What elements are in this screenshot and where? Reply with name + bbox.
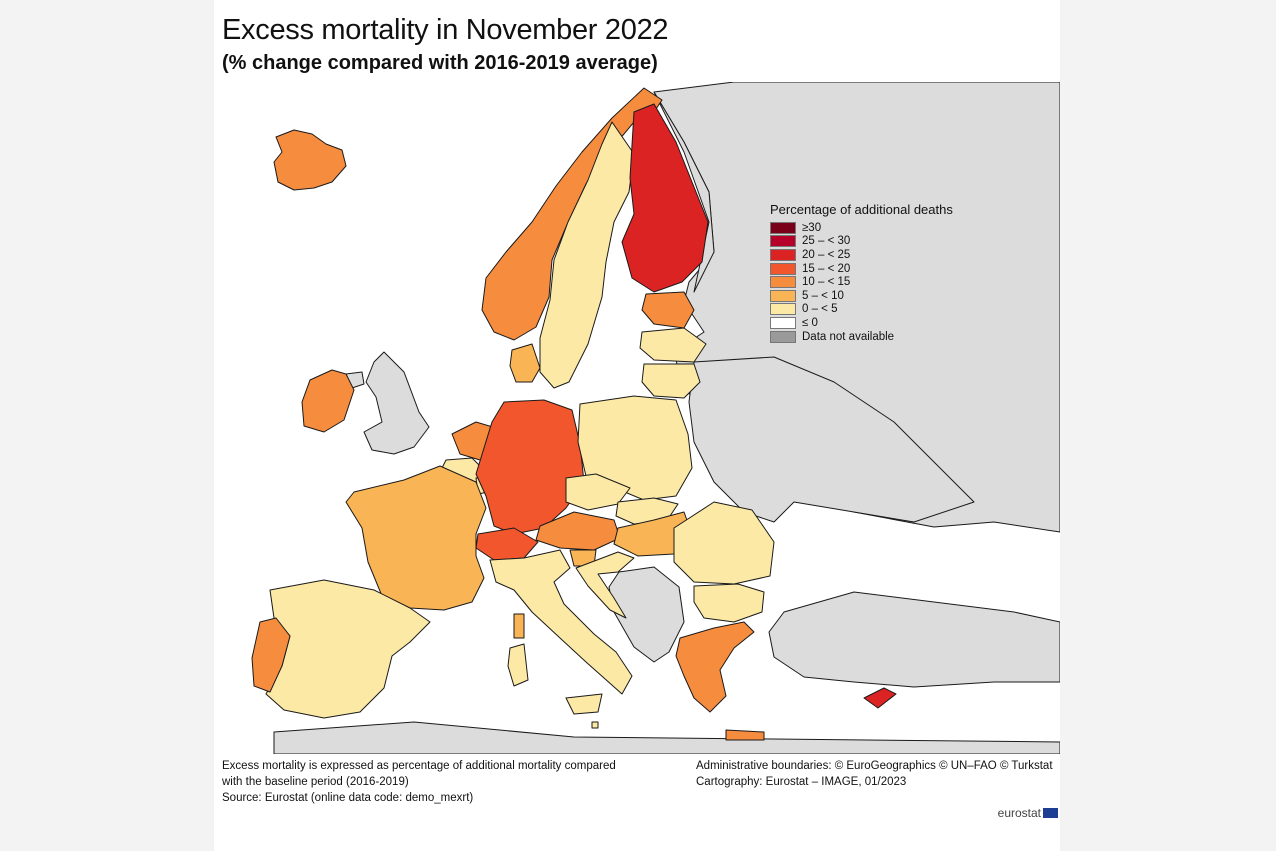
country-cyprus[interactable] (863, 687, 897, 709)
country-romania[interactable] (673, 501, 775, 585)
legend-swatch (770, 316, 796, 329)
legend-swatch (770, 262, 796, 275)
country-switzerland[interactable] (475, 527, 539, 561)
legend-label: 25 – < 30 (802, 235, 851, 248)
figure-card: Excess mortality in November 2022 (% cha… (214, 0, 1060, 851)
legend-swatch (770, 235, 796, 248)
country-ireland[interactable] (301, 369, 355, 433)
country-croatia[interactable] (575, 551, 635, 619)
country-austria[interactable] (535, 511, 621, 551)
source-note: Source: Eurostat (online data code: demo… (222, 792, 474, 804)
country-lithuania[interactable] (641, 363, 701, 399)
europe-map (251, 82, 1060, 754)
country-finland[interactable] (621, 103, 709, 293)
legend-title: Percentage of additional deaths (770, 202, 953, 217)
legend-item: 25 – < 30 (770, 235, 1010, 249)
note-line: Excess mortality is expressed as percent… (222, 760, 616, 772)
legend-swatch (770, 248, 796, 261)
legend-label: 5 – < 10 (802, 289, 844, 302)
legend-item: 10 – < 15 (770, 275, 1010, 289)
country-sweden[interactable] (539, 121, 635, 389)
legend-item: ≤ 0 (770, 316, 1010, 330)
legend-label: ≤ 0 (802, 316, 818, 329)
non-eu-land (273, 82, 1060, 754)
credits-note: Administrative boundaries: © EuroGeograp… (696, 758, 1058, 790)
legend-label: Data not available (802, 330, 895, 343)
legend-swatch (770, 221, 796, 234)
country-estonia[interactable] (641, 291, 695, 329)
legend-item: 15 – < 20 (770, 262, 1010, 276)
uk-land (363, 351, 430, 455)
legend-label: 10 – < 15 (802, 276, 851, 289)
map-subtitle: (% change compared with 2016-2019 averag… (222, 52, 658, 74)
legend-label: ≥30 (802, 221, 822, 234)
country-corsica[interactable] (513, 613, 525, 639)
eu-flag-icon (1043, 808, 1058, 818)
legend-item: 0 – < 5 (770, 303, 1010, 317)
note-line: with the baseline period (2016-2019) (222, 776, 409, 788)
legend-item: Data not available (770, 330, 1010, 344)
legend-swatch (770, 330, 796, 343)
eurostat-logo: eurostat (998, 806, 1058, 820)
country-sardinia[interactable] (507, 643, 529, 687)
legend-swatch (770, 289, 796, 302)
map-title: Excess mortality in November 2022 (222, 14, 669, 46)
country-sicily[interactable] (565, 693, 603, 715)
country-france[interactable] (345, 465, 487, 611)
country-iceland[interactable] (273, 129, 347, 191)
brand-name: eurostat (997, 806, 1041, 820)
country-italy[interactable] (489, 549, 633, 695)
legend-item: 5 – < 10 (770, 289, 1010, 303)
boundaries-credit: Administrative boundaries: © EuroGeograp… (696, 760, 1053, 772)
country-denmark[interactable] (509, 343, 541, 383)
legend-item: ≥30 (770, 221, 1010, 235)
turkey-land (768, 591, 1060, 688)
ukraine-belarus-land (688, 356, 975, 523)
country-portugal[interactable] (251, 617, 291, 693)
legend-swatch (770, 303, 796, 316)
legend-label: 0 – < 5 (802, 303, 838, 316)
country-crete[interactable] (725, 729, 765, 741)
kola-land (653, 91, 715, 293)
cartography-credit: Cartography: Eurostat – IMAGE, 01/2023 (696, 776, 907, 788)
legend-label: 20 – < 25 (802, 248, 851, 261)
legend-swatch (770, 276, 796, 289)
north-africa-land (273, 721, 1060, 754)
country-bulgaria[interactable] (693, 583, 765, 623)
legend-label: 15 – < 20 (802, 262, 851, 275)
country-poland[interactable] (577, 395, 693, 501)
country-latvia[interactable] (639, 327, 707, 363)
country-germany[interactable] (475, 399, 585, 535)
methodology-note: Excess mortality is expressed as percent… (222, 758, 652, 806)
legend-item: 20 – < 25 (770, 248, 1010, 262)
map-legend: Percentage of additional deaths ≥30 25 –… (770, 202, 1010, 343)
country-greece[interactable] (675, 621, 755, 713)
country-malta[interactable] (591, 721, 599, 729)
